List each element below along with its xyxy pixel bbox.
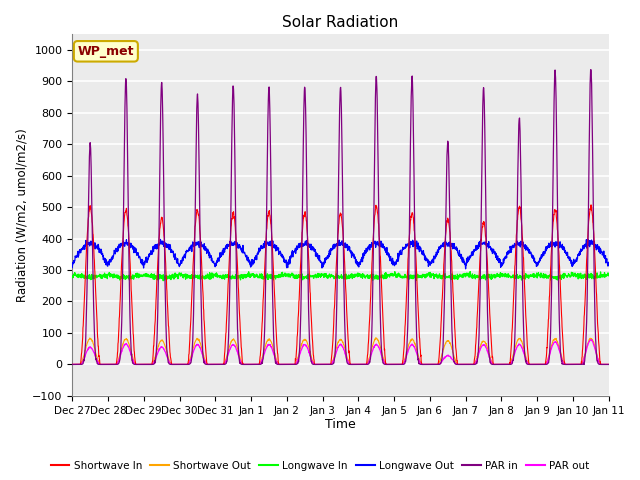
Text: WP_met: WP_met <box>77 45 134 58</box>
Legend: Shortwave In, Shortwave Out, Longwave In, Longwave Out, PAR in, PAR out: Shortwave In, Shortwave Out, Longwave In… <box>47 456 593 475</box>
X-axis label: Time: Time <box>325 419 356 432</box>
Y-axis label: Radiation (W/m2, umol/m2/s): Radiation (W/m2, umol/m2/s) <box>15 128 28 302</box>
Title: Solar Radiation: Solar Radiation <box>282 15 399 30</box>
